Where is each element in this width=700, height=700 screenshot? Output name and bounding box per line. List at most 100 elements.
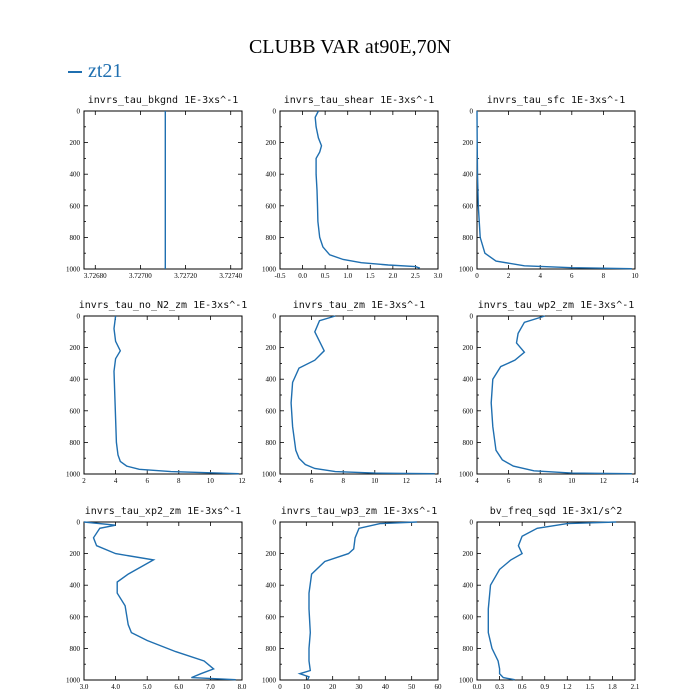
plot-frame — [476, 315, 636, 475]
x-tick-label: 1.2 — [563, 683, 572, 691]
y-tick-label: 200 — [463, 344, 474, 352]
x-tick-label: 2.5 — [411, 272, 420, 280]
y-tick-label: 400 — [463, 582, 474, 590]
x-tick-label: 2.0 — [388, 272, 397, 280]
y-tick-label: 600 — [70, 613, 81, 621]
x-tick-label: 0 — [475, 272, 479, 280]
y-tick-label: 0 — [470, 313, 474, 321]
y-tick-label: 0 — [77, 108, 81, 116]
y-tick-label: 1000 — [66, 471, 81, 479]
x-tick-label: 2 — [507, 272, 511, 280]
x-tick-label: 14 — [435, 477, 443, 485]
x-tick-label: 50 — [408, 683, 416, 691]
plot-frame — [279, 110, 439, 270]
chart-panel-1: invrs_tau_bkgnd 1E-3xs^-1 0 200 400 600 800 10… — [66, 95, 243, 280]
plot-frame — [83, 521, 243, 681]
y-tick-label: 200 — [266, 139, 277, 147]
x-tick-label: 3.0 — [434, 272, 443, 280]
y-tick-label: 200 — [266, 344, 277, 352]
x-tick-label: 8 — [538, 477, 542, 485]
series-line-zt21 — [476, 110, 632, 270]
y-tick-label: 800 — [266, 439, 277, 447]
y-tick-label: 800 — [463, 439, 474, 447]
y-tick-label: 200 — [463, 550, 474, 558]
y-tick-label: 600 — [463, 407, 474, 415]
x-tick-label: 8 — [177, 477, 181, 485]
y-tick-label: 600 — [70, 407, 81, 415]
x-tick-label: 3.0 — [80, 683, 89, 691]
y-tick-label: 1000 — [66, 266, 81, 274]
x-tick-label: 1.5 — [585, 683, 594, 691]
y-tick-label: 1000 — [262, 677, 277, 685]
x-tick-label: 0.9 — [540, 683, 549, 691]
plot-frame — [279, 521, 439, 681]
plot-frame — [476, 110, 636, 270]
x-tick-label: 12 — [600, 477, 608, 485]
y-tick-label: 600 — [266, 613, 277, 621]
x-tick-label: 0 — [278, 683, 282, 691]
x-tick-label: 2 — [82, 477, 86, 485]
x-tick-label: 3.72680 — [84, 272, 107, 280]
x-tick-label: 6 — [507, 477, 511, 485]
plot-frame — [83, 110, 243, 270]
x-tick-label: 6 — [570, 272, 574, 280]
series-line-zt21 — [297, 521, 417, 681]
y-tick-label: 400 — [70, 582, 81, 590]
x-tick-label: 2.1 — [631, 683, 640, 691]
chart-panel-3: invrs_tau_sfc 1E-3xs^-1 0 200 400 600 800 1000… — [459, 95, 639, 280]
y-tick-label: 800 — [266, 234, 277, 242]
y-tick-label: 0 — [470, 108, 474, 116]
y-tick-label: 0 — [273, 313, 277, 321]
panel-title: invrs_tau_wp2_zm 1E-3xs^-1 — [478, 300, 635, 311]
x-tick-label: 10 — [303, 683, 311, 691]
chart-panel-8: invrs_tau_wp3_zm 1E-3xs^-102004006008001… — [262, 506, 442, 691]
y-tick-label: 400 — [463, 171, 474, 179]
x-tick-label: 10 — [632, 272, 640, 280]
y-tick-label: 600 — [70, 202, 81, 210]
y-tick-label: 1000 — [262, 471, 277, 479]
legend-label: zt21 — [88, 60, 123, 82]
series-line-zt21 — [487, 521, 617, 681]
y-tick-label: 800 — [463, 234, 474, 242]
x-tick-label: 1.5 — [366, 272, 375, 280]
x-tick-label: 6 — [310, 477, 314, 485]
chart-panel-4: invrs_tau_no_N2_zm 1E-3xs^-1 0 200 400 600 80… — [66, 300, 247, 485]
chart-panel-9: bv_freq_sqd 1E-3x1/s^2020040060080010000… — [459, 506, 640, 691]
x-tick-label: 4 — [538, 272, 542, 280]
y-tick-label: 800 — [70, 439, 81, 447]
y-tick-label: 0 — [273, 519, 277, 527]
y-tick-label: 400 — [70, 376, 81, 384]
y-tick-label: 1000 — [459, 677, 474, 685]
x-tick-label: 4 — [278, 477, 282, 485]
y-tick-label: 800 — [266, 645, 277, 653]
y-tick-label: 400 — [266, 582, 277, 590]
chart-panel-6: invrs_tau_wp2_zm 1E-3xs^-1 0 200 400 600 800 1… — [459, 300, 639, 485]
y-tick-label: 0 — [77, 519, 81, 527]
y-tick-label: 200 — [70, 550, 81, 558]
x-tick-label: 12 — [403, 477, 411, 485]
series-line-zt21 — [290, 315, 435, 475]
series-line-zt21 — [113, 315, 239, 475]
x-tick-label: 1.0 — [343, 272, 352, 280]
x-tick-label: 30 — [356, 683, 364, 691]
x-tick-label: 4 — [475, 477, 479, 485]
y-tick-label: 600 — [266, 407, 277, 415]
plot-frame — [83, 315, 243, 475]
panel-title: invrs_tau_xp2_zm 1E-3xs^-1 — [85, 506, 242, 517]
x-tick-label: 8.0 — [238, 683, 247, 691]
y-tick-label: 200 — [266, 550, 277, 558]
x-tick-label: 20 — [329, 683, 337, 691]
legend-swatch — [68, 71, 82, 74]
y-tick-label: 200 — [70, 139, 81, 147]
y-tick-label: 1000 — [66, 677, 81, 685]
y-tick-label: 0 — [273, 108, 277, 116]
y-tick-label: 600 — [463, 613, 474, 621]
y-tick-label: 800 — [463, 645, 474, 653]
y-tick-label: 1000 — [459, 471, 474, 479]
x-tick-label: 0.3 — [495, 683, 504, 691]
panel-title: invrs_tau_bkgnd 1E-3xs^-1 — [88, 95, 239, 106]
panel-title: invrs_tau_sfc 1E-3xs^-1 — [487, 95, 625, 106]
chart-panel-7: invrs_tau_xp2_zm 1E-3xs^-1 0 200 400 600 800 1… — [66, 506, 247, 691]
